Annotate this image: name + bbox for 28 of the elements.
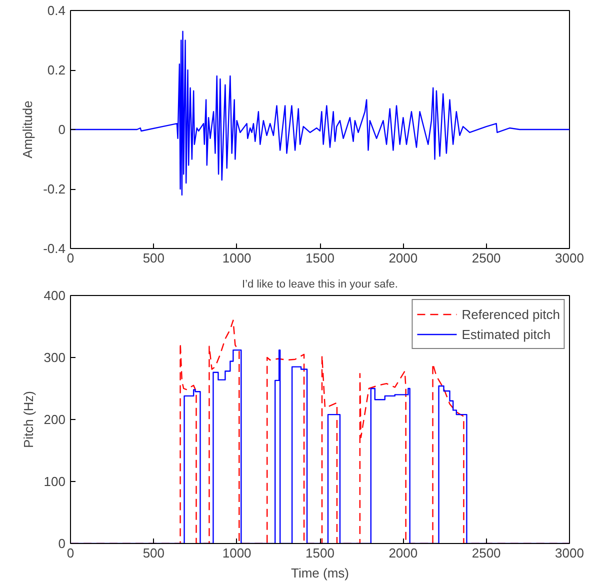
y-tick-label: 100 [44,474,66,489]
y-axis-title: Amplitude [20,100,36,158]
x-tick-label: 1000 [222,250,252,266]
y-tick-label: 0.2 [47,62,66,78]
x-tick-label: 500 [142,546,165,560]
legend-label: Referenced pitch [462,306,560,322]
y-tick-label: -0.2 [43,182,66,196]
x-tick-label: 2000 [388,250,418,266]
y-axis-title: Pitch (Hz) [20,390,36,448]
y-tick-label: 0 [58,536,66,551]
x-axis-title: Time (ms) [291,566,350,580]
x-tick-label: 2500 [472,250,501,266]
y-tick-label: 0 [58,122,66,137]
x-tick-label: 2500 [472,546,501,560]
legend-label: Estimated pitch [462,326,551,342]
y-tick-label: 0.4 [47,3,66,18]
y-tick-label: 300 [44,350,66,365]
chart-title: I’d like to leave this in your safe. [242,278,398,290]
x-tick-label: 1500 [306,546,334,560]
x-tick-label: 1500 [306,250,334,266]
x-tick-label: 3000 [555,250,584,266]
x-tick-label: 3000 [555,546,584,560]
x-tick-label: 2000 [388,546,418,560]
x-tick-label: 1000 [222,546,252,560]
y-tick-label: 400 [44,288,66,303]
y-tick-label: -0.4 [43,241,66,256]
y-tick-label: 200 [44,412,66,427]
x-tick-label: 500 [142,250,165,266]
